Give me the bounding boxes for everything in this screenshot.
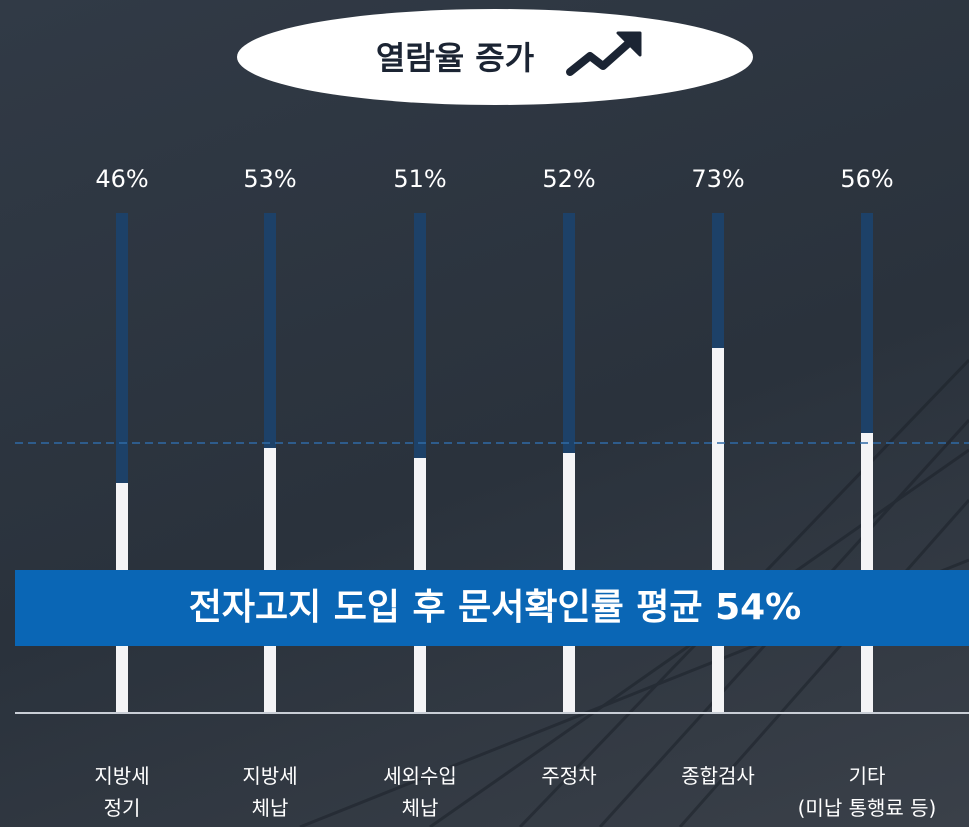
- chart: 열람율 증가 46% 53% 51% 52% 73% 56% 전자고지 도입 후 문서확인률…: [0, 0, 969, 827]
- value-label: 73%: [691, 165, 744, 193]
- value-label: 46%: [95, 165, 148, 193]
- annotation: 전자고지 도입 후 문서확인률 평균 54%: [189, 587, 802, 628]
- category-label: 기타 (미납 통행료 등): [777, 760, 957, 824]
- page: 열람율 증가 46% 53% 51% 52% 73% 56% 전자고지 도입 후 문서확인률…: [0, 0, 969, 827]
- value-label: 51%: [393, 165, 446, 193]
- bar: [712, 348, 724, 713]
- value-label: 53%: [243, 165, 296, 193]
- value-label: 56%: [840, 165, 893, 193]
- value-label: 52%: [542, 165, 595, 193]
- chart-title: 열람율 증가: [376, 39, 534, 77]
